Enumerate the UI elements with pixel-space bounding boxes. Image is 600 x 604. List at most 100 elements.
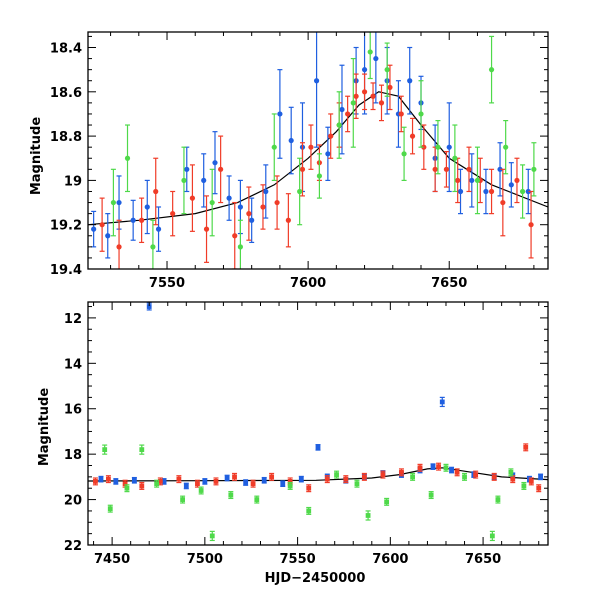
- data-point: [298, 476, 304, 482]
- data-point: [370, 93, 376, 99]
- data-point: [452, 155, 458, 161]
- data-point: [488, 67, 495, 73]
- data-point: [531, 166, 537, 172]
- y-tick-label: 12: [64, 312, 82, 327]
- data-point: [170, 211, 176, 217]
- data-point: [124, 485, 130, 491]
- data-point: [288, 137, 294, 144]
- data-point: [436, 464, 441, 470]
- x-tick-label: 7550: [280, 552, 316, 567]
- plot-frame: [87, 31, 549, 270]
- data-point: [536, 485, 542, 491]
- data-point: [181, 177, 187, 184]
- y-tick-label: 18.8: [50, 130, 82, 145]
- data-point: [407, 78, 413, 84]
- data-point: [474, 177, 481, 184]
- data-point: [520, 188, 526, 195]
- x-tick-label: 7600: [372, 552, 408, 567]
- data-point: [384, 499, 390, 505]
- data-point: [353, 93, 359, 99]
- data-point: [508, 469, 514, 475]
- data-point: [260, 204, 266, 210]
- data-point: [157, 479, 163, 484]
- data-point: [417, 465, 423, 471]
- data-point: [435, 144, 441, 150]
- series-red: [92, 443, 542, 493]
- data-point: [98, 476, 104, 482]
- data-point: [521, 483, 527, 489]
- y-tick-label: 18.4: [50, 42, 82, 57]
- data-point: [213, 479, 219, 484]
- data-point: [105, 233, 111, 239]
- data-point: [449, 467, 454, 473]
- top-y-axis-label: Magnitude: [29, 117, 44, 196]
- bottom-x-axis-label: HJD−2450000: [265, 571, 366, 586]
- data-point: [315, 444, 321, 450]
- data-point: [106, 476, 111, 482]
- data-point: [285, 217, 291, 223]
- data-point: [287, 483, 293, 489]
- top-panel: 7550 7600 7650 18.4 18.6 18.8 19 19.2 19.4: [50, 31, 549, 291]
- data-point: [336, 122, 342, 128]
- data-point: [462, 474, 467, 480]
- data-point: [361, 474, 367, 480]
- series-green: [102, 444, 527, 542]
- data-point: [308, 144, 314, 150]
- x-tick-label: 7500: [187, 552, 223, 567]
- data-point: [99, 222, 105, 228]
- x-tick-label: 7650: [465, 552, 501, 567]
- data-point: [466, 166, 472, 172]
- data-point: [361, 89, 368, 95]
- data-point: [195, 481, 200, 487]
- data-point: [365, 513, 371, 518]
- data-point: [189, 195, 196, 201]
- y-tick-label: 20: [64, 494, 82, 509]
- data-point: [183, 483, 189, 489]
- data-point: [399, 469, 404, 475]
- data-point: [201, 177, 207, 184]
- data-point: [144, 204, 150, 210]
- data-point: [409, 133, 416, 139]
- x-tick-label: 7550: [149, 276, 185, 291]
- data-point: [455, 177, 461, 184]
- y-tick-label: 19.2: [50, 219, 82, 234]
- data-point: [131, 477, 137, 483]
- data-point: [306, 508, 312, 514]
- x-tick-label: 7600: [290, 276, 326, 291]
- y-tick-label: 22: [64, 539, 82, 554]
- data-point: [113, 479, 119, 484]
- data-point: [538, 474, 543, 480]
- data-point: [373, 55, 379, 62]
- data-point: [387, 84, 393, 90]
- data-point: [523, 444, 529, 450]
- data-point: [325, 151, 331, 157]
- data-point: [153, 188, 159, 195]
- data-point: [398, 111, 404, 117]
- data-point: [306, 485, 312, 491]
- data-point: [299, 166, 306, 172]
- y-tick-label: 19.4: [50, 263, 82, 278]
- series-blue: [98, 302, 544, 490]
- data-point: [243, 480, 249, 485]
- data-point: [246, 211, 252, 217]
- data-point: [378, 100, 385, 106]
- data-point: [345, 111, 351, 117]
- data-point: [510, 476, 516, 482]
- data-point: [271, 144, 277, 150]
- data-point: [473, 472, 479, 477]
- data-point: [380, 472, 386, 477]
- series-red: [99, 64, 534, 269]
- y-tick-label: 16: [64, 403, 82, 418]
- data-point: [280, 481, 286, 487]
- data-point: [232, 474, 237, 480]
- plot-area: [88, 32, 548, 269]
- data-point: [418, 111, 424, 117]
- data-point: [491, 474, 497, 480]
- data-point: [432, 166, 438, 172]
- data-point: [203, 226, 210, 232]
- data-point: [122, 481, 128, 487]
- data-point: [525, 188, 531, 195]
- y-tick-label: 19: [64, 174, 82, 189]
- data-point: [198, 488, 204, 493]
- data-point: [184, 166, 190, 172]
